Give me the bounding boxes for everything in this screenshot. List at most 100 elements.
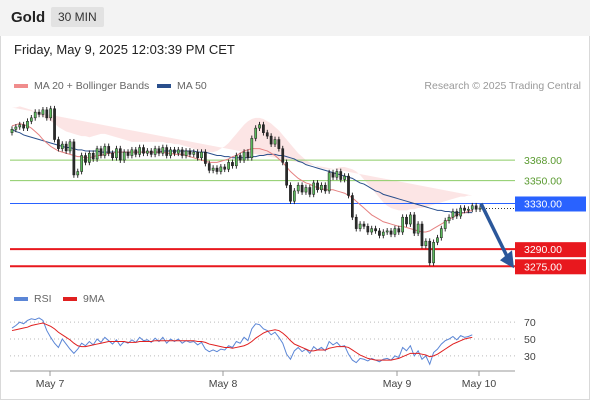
candle-body-up [439, 228, 443, 238]
candle [161, 144, 165, 157]
candle-body-up [33, 111, 37, 119]
x-tick-label: May 9 [383, 378, 412, 390]
candle [316, 180, 319, 193]
candle [432, 239, 435, 266]
candle-body-up [312, 182, 316, 195]
candle-body-down [269, 135, 273, 145]
candle-body-down [207, 163, 211, 171]
candle [420, 221, 424, 249]
timeframe-badge[interactable]: 30 MIN [51, 7, 104, 27]
candle-body-up [169, 149, 172, 156]
candle [467, 206, 470, 214]
candle-body-down [215, 167, 219, 172]
candle-body-up [122, 151, 126, 161]
candle [41, 106, 45, 118]
candle [455, 208, 459, 219]
candle [242, 149, 246, 163]
candle [173, 146, 176, 157]
ma50-line [11, 128, 473, 214]
candle [296, 182, 300, 194]
candle [378, 228, 381, 239]
instrument-title: Gold [11, 9, 46, 26]
candle-body-up [130, 149, 134, 156]
candle-body-up [436, 237, 439, 243]
support-level-label: 3275.00 [524, 261, 562, 273]
copyright-text: Research © 2025 Trading Central [424, 80, 581, 92]
candle-body-up [138, 147, 141, 155]
candle [381, 229, 385, 239]
candle [157, 145, 161, 157]
candle [231, 159, 234, 169]
candle-body-down [118, 148, 122, 161]
x-tick-label: May 7 [36, 378, 65, 390]
candle [428, 238, 432, 266]
candle-body-down [142, 147, 145, 154]
last-level-label: 3330.00 [524, 198, 562, 210]
forecast-arrow-head [500, 250, 514, 269]
candle [130, 146, 134, 159]
candle-body-down [374, 228, 377, 232]
candle-body-up [304, 187, 308, 193]
candle-body-down [277, 139, 281, 149]
candle [64, 141, 68, 154]
candle [385, 228, 389, 235]
candle [99, 145, 103, 159]
candle [409, 212, 412, 227]
candle [57, 136, 60, 152]
candle [234, 152, 238, 169]
candle-body-down [420, 223, 424, 246]
candle [424, 238, 428, 249]
rsi-tick-label: 50 [524, 334, 536, 346]
resistance-level-label: 3368.00 [524, 155, 562, 167]
candle [300, 182, 304, 195]
forecast-arrow-shaft [479, 202, 509, 258]
candle-body-up [335, 171, 339, 178]
candle-body-down [64, 143, 68, 152]
candle-body-up [192, 151, 196, 155]
candle [323, 182, 327, 194]
candle-body-up [146, 150, 149, 154]
candle [134, 146, 138, 158]
candle-body-down [455, 211, 459, 217]
candle-body-down [134, 149, 138, 155]
candle [343, 173, 346, 183]
candle [401, 214, 404, 235]
resistance-level-label: 3350.00 [524, 176, 562, 188]
candle-body-down [53, 108, 56, 140]
candle-body-down [378, 230, 381, 236]
legend-bollinger: MA 20 + Bollinger Bands [14, 80, 149, 92]
candle [347, 173, 350, 199]
candle [219, 164, 223, 175]
candle [292, 188, 296, 205]
candle [153, 145, 157, 158]
candle-body-up [381, 231, 385, 236]
ma50-swatch [157, 84, 171, 88]
candle-body-down [351, 195, 354, 218]
candle [250, 135, 254, 161]
candle-body-up [176, 149, 180, 154]
candle [204, 149, 207, 167]
candle [88, 150, 91, 166]
candle-body-down [308, 187, 312, 195]
candle-body-up [29, 117, 33, 122]
candle-body-down [223, 166, 227, 170]
candle [149, 148, 153, 158]
candle-body-down [204, 151, 207, 164]
candle-body-up [88, 152, 91, 163]
candle-body-down [289, 184, 292, 202]
candle-body-down [45, 109, 49, 119]
candle-body-up [258, 124, 261, 129]
candle-body-up [401, 216, 404, 233]
candle [463, 205, 466, 214]
candle-body-down [231, 162, 234, 167]
candle-body-down [316, 182, 319, 191]
candle-body-down [246, 151, 250, 159]
candle [351, 192, 354, 221]
bollinger-band-area [12, 106, 473, 211]
candle-body-down [107, 146, 111, 154]
candle [115, 145, 118, 161]
candle-body-up [343, 175, 346, 180]
candle [37, 109, 41, 118]
candle [111, 150, 114, 161]
candle-body-up [18, 124, 22, 128]
